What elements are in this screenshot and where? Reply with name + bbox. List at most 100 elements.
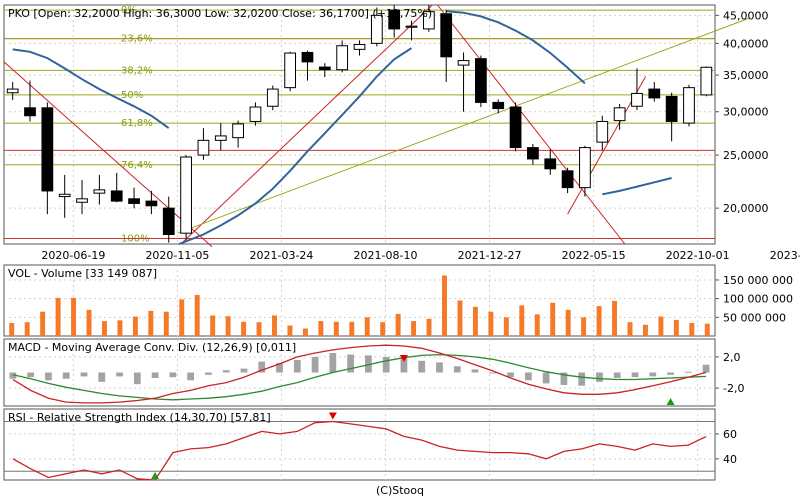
macd-histogram-bar [453,366,461,373]
candle [110,172,123,203]
candle [596,115,609,151]
rsi-y-tick-label: 40 [723,453,737,466]
volume-bar [210,315,216,336]
candle-body [162,207,175,236]
volume-bar [241,321,247,336]
macd-line [12,344,707,404]
candle-body [370,14,383,44]
price-x-tick-label: 2023-02-17 [770,249,800,262]
macd-histogram-bar [151,372,159,378]
macd-histogram-bar [169,372,177,378]
candle [492,99,505,114]
fibonacci-label: 0% [121,5,137,16]
macd-histogram-bar [329,353,337,373]
macd-histogram [9,353,710,386]
candle [301,50,314,81]
volume-bar [704,323,710,336]
candle [162,196,175,243]
macd-histogram-bar [702,364,710,373]
macd-y-axis: 2,0 -2,0 [715,351,744,395]
macd-histogram-bar [436,362,443,373]
candle-body [648,88,661,99]
volume-bar [426,318,432,336]
candle [648,81,661,102]
candle [457,52,470,112]
volume-bar [302,328,308,336]
candle-body [41,107,54,192]
macd-signal-line [12,353,707,401]
volume-bar [581,317,587,336]
price-y-tick-label: 20,0000 [723,202,769,215]
candle-body [561,170,574,189]
volume-bar [472,306,478,336]
candle-body [422,11,435,30]
trend-line [3,61,213,248]
candle-body [527,147,539,160]
macd-y-tick-label: 2,0 [723,351,741,364]
candle [336,40,349,73]
candle [440,10,453,82]
price-x-tick-label: 2022-05-15 [562,249,626,262]
candle-body [110,190,123,202]
macd-histogram-bar [27,372,35,378]
candle-body [353,44,366,50]
candle-body [700,66,713,96]
candle [353,40,366,56]
volume-bar [40,311,46,336]
volume-bar [519,305,525,336]
volume-bar [24,322,30,336]
volume-title: VOL - Volume [33 149 087] [8,267,157,280]
volume-y-tick-label: 150 000 000 [723,274,793,287]
macd-histogram-bar [240,368,248,373]
candle-body [197,139,210,156]
volume-bar [503,317,509,336]
macd-histogram-bar [365,355,372,373]
candle [631,68,643,111]
macd-histogram-bar [542,372,550,384]
candle [145,190,158,215]
sell-signal-marker [328,412,337,420]
candle-body [336,45,349,71]
volume-bar [86,309,92,336]
candle [422,5,435,32]
volume-bar [550,302,556,336]
candle-body [544,158,557,170]
candle-body [301,51,314,63]
volume-y-tick-label: 50 000 000 [723,311,786,324]
macd-histogram-bar [187,372,195,381]
volume-bar [148,310,154,336]
candle-body [24,107,36,117]
price-x-axis: 2020-06-19 2020-11-05 2021-03-24 2021-08-10… [41,249,800,262]
fibonacci-label: 61,8% [121,118,153,129]
volume-bar [163,311,169,336]
macd-histogram-bar [613,372,621,378]
volume-bar [364,317,370,336]
sell-signal-marker [399,355,408,362]
volume-bar [194,294,200,336]
price-header: PKO [Open: 32,2000 High: 36,3000 Low: 32… [8,7,432,20]
candle [683,84,695,127]
candle-body [145,200,158,207]
macd-histogram-bar [45,372,52,381]
macd-histogram-bar [116,372,123,377]
volume-bar [658,316,664,336]
volume-bar [442,275,447,336]
candle [266,85,279,111]
volume-bar [318,321,324,336]
macd-lines [12,344,707,404]
trend-lines [3,4,750,248]
macd-histogram-bar [578,372,586,386]
macd-histogram-bar [418,360,426,373]
moving-average-line [178,47,413,245]
moving-average-line [12,48,170,129]
macd-histogram-bar [524,372,532,381]
buy-signal-marker [151,472,160,479]
volume-bar [395,313,401,336]
candle-body [232,123,244,139]
candle [6,81,19,101]
volume-bar [349,321,355,336]
candle-body [596,120,609,143]
price-y-tick-label: 30,0000 [723,106,769,119]
price-x-tick-label: 2021-12-27 [458,249,522,262]
